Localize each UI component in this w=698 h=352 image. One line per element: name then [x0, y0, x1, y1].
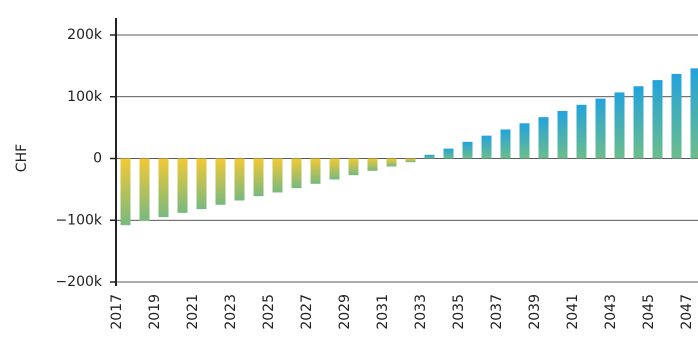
- bar: [139, 158, 150, 221]
- bar: [462, 141, 473, 159]
- x-tick-label: 2045: [641, 294, 657, 330]
- x-tick-label: 2019: [147, 294, 163, 330]
- bar: [234, 158, 245, 201]
- bar: [120, 158, 131, 226]
- y-tick-label: 0: [93, 151, 102, 167]
- x-tick-label: 2021: [185, 294, 201, 330]
- y-axis-title: CHF: [14, 144, 30, 172]
- x-tick-label: 2031: [375, 294, 391, 330]
- x-tick-label: 2027: [299, 294, 315, 330]
- bar: [272, 158, 283, 193]
- bar: [367, 158, 378, 171]
- bar: [253, 158, 264, 197]
- bar: [329, 158, 340, 180]
- bar: [348, 158, 359, 176]
- bar: [310, 158, 321, 184]
- bar: [652, 80, 663, 159]
- bar: [519, 123, 530, 159]
- bar: [196, 158, 207, 210]
- y-tick-label: 100k: [67, 89, 103, 105]
- bar: [177, 158, 188, 213]
- bar: [595, 98, 606, 159]
- bar: [158, 158, 169, 218]
- bar: [633, 86, 644, 159]
- x-tick-label: 2017: [109, 294, 125, 330]
- bar: [424, 154, 435, 159]
- x-tick-label: 2033: [413, 294, 429, 330]
- y-tick-label: −100k: [55, 212, 102, 228]
- x-tick-label: 2047: [679, 294, 695, 330]
- bar: [557, 110, 568, 159]
- x-tick-label: 2023: [223, 294, 239, 330]
- bar: [671, 73, 682, 159]
- bar: [614, 92, 625, 159]
- bar: [215, 158, 226, 205]
- x-tick-label: 2035: [451, 294, 467, 330]
- x-tick-label: 2041: [565, 294, 581, 330]
- x-tick-label: 2025: [261, 294, 277, 330]
- bar: [386, 158, 397, 167]
- x-tick-label: 2037: [489, 294, 505, 330]
- y-tick-label: 200k: [67, 27, 103, 43]
- bar: [291, 158, 302, 189]
- y-tick-label: −200k: [55, 274, 102, 290]
- x-tick-label: 2043: [603, 294, 619, 330]
- bar: [690, 68, 698, 159]
- x-tick-label: 2039: [527, 294, 543, 330]
- bar: [443, 148, 454, 159]
- bar: [481, 135, 492, 159]
- bar: [500, 129, 511, 159]
- bar: [576, 104, 587, 159]
- bar: [538, 117, 549, 159]
- x-tick-label: 2029: [337, 294, 353, 330]
- bar: [405, 158, 416, 163]
